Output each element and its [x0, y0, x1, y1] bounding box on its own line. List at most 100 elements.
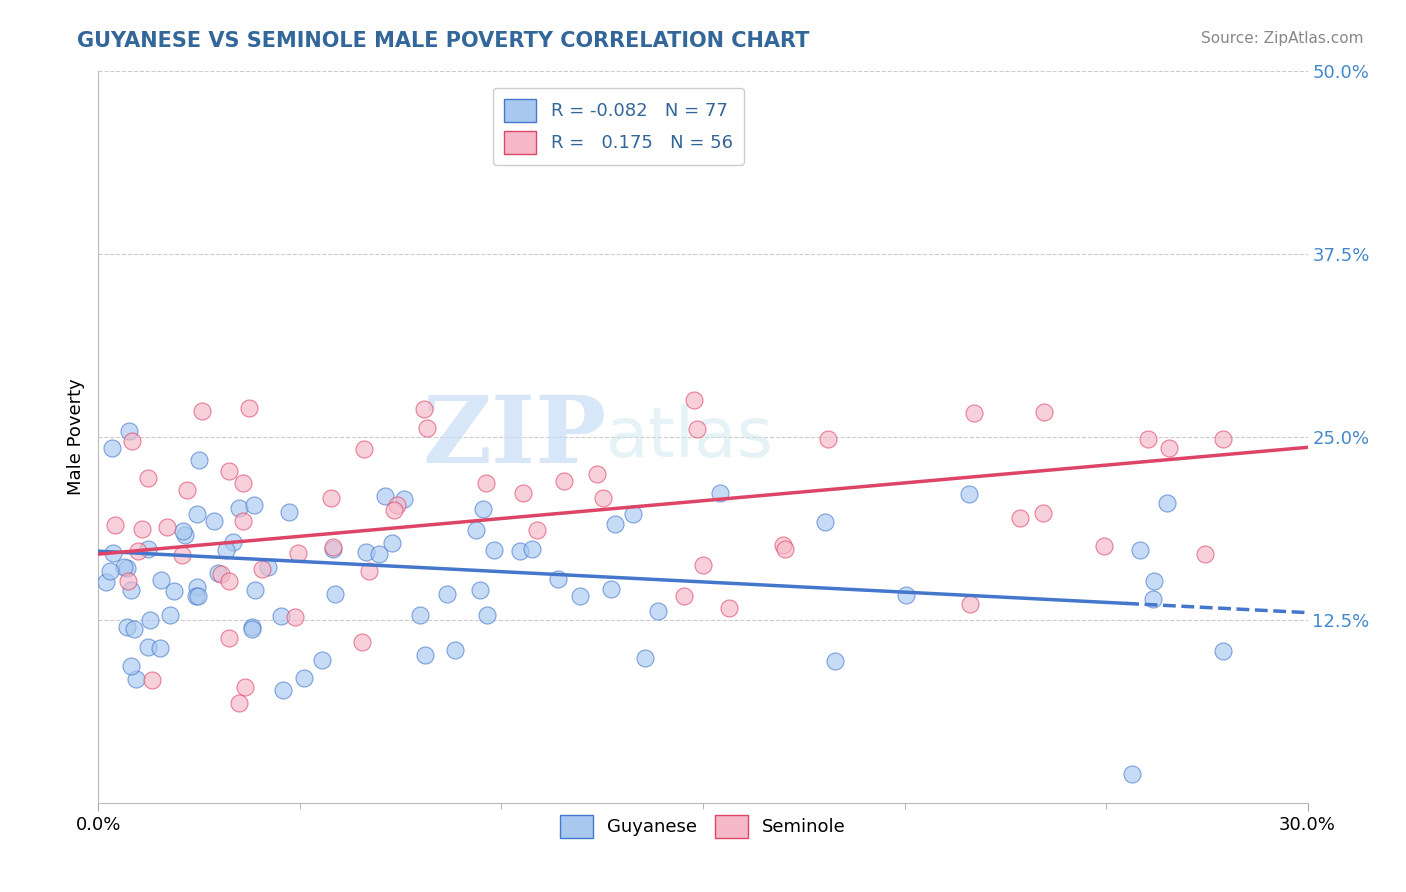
Point [963, 406, 986, 420]
Point [202, 514, 225, 528]
Point [569, 589, 592, 603]
Point [141, 673, 163, 687]
Point [250, 562, 273, 576]
Point [1032, 506, 1054, 520]
Point [243, 498, 266, 512]
Point [149, 641, 172, 656]
Point [257, 560, 280, 574]
Text: GUYANESE VS SEMINOLE MALE POVERTY CORRELATION CHART: GUYANESE VS SEMINOLE MALE POVERTY CORREL… [77, 31, 810, 51]
Point [1212, 644, 1234, 658]
Point [218, 631, 240, 645]
Point [172, 524, 194, 538]
Y-axis label: Male Poverty: Male Poverty [66, 379, 84, 495]
Point [240, 619, 263, 633]
Point [1129, 543, 1152, 558]
Point [368, 547, 391, 561]
Point [215, 543, 238, 558]
Point [101, 546, 124, 560]
Point [136, 640, 159, 654]
Point [186, 580, 208, 594]
Legend: Guyanese, Seminole: Guyanese, Seminole [553, 807, 853, 845]
Point [321, 491, 343, 505]
Point [465, 523, 488, 537]
Point [409, 607, 432, 622]
Point [382, 503, 405, 517]
Point [353, 442, 375, 456]
Point [354, 545, 377, 559]
Point [228, 500, 250, 515]
Point [512, 485, 534, 500]
Point [94, 575, 117, 590]
Point [292, 671, 315, 685]
Point [322, 542, 344, 557]
Point [163, 583, 186, 598]
Point [717, 600, 740, 615]
Point [270, 608, 292, 623]
Point [218, 574, 240, 588]
Point [232, 476, 254, 491]
Point [817, 432, 839, 446]
Point [547, 572, 569, 586]
Point [520, 542, 543, 557]
Point [1156, 495, 1178, 509]
Point [100, 441, 122, 455]
Point [1212, 432, 1234, 446]
Point [174, 528, 197, 542]
Point [394, 491, 416, 506]
Point [773, 541, 796, 556]
Point [672, 589, 695, 603]
Point [322, 540, 344, 554]
Point [959, 597, 981, 611]
Point [115, 561, 138, 575]
Point [187, 589, 209, 603]
Point [156, 520, 179, 534]
Point [1194, 547, 1216, 561]
Point [184, 589, 207, 603]
Point [814, 515, 837, 529]
Point [271, 682, 294, 697]
Point [228, 696, 250, 710]
Point [634, 650, 657, 665]
Point [120, 659, 142, 673]
Point [824, 655, 846, 669]
Point [287, 546, 309, 560]
Point [621, 507, 644, 521]
Text: Source: ZipAtlas.com: Source: ZipAtlas.com [1201, 31, 1364, 46]
Point [1142, 574, 1164, 588]
Point [647, 604, 669, 618]
Point [1142, 592, 1164, 607]
Point [603, 516, 626, 531]
Point [136, 470, 159, 484]
Point [526, 524, 548, 538]
Point [121, 434, 143, 448]
Point [352, 635, 374, 649]
Point [112, 560, 135, 574]
Point [118, 424, 141, 438]
Text: atlas: atlas [606, 403, 775, 471]
Point [413, 648, 436, 663]
Point [1092, 539, 1115, 553]
Point [586, 467, 609, 482]
Point [475, 476, 498, 491]
Point [1010, 511, 1032, 525]
Point [150, 573, 173, 587]
Point [98, 564, 121, 578]
Point [686, 422, 709, 436]
Point [187, 452, 209, 467]
Point [311, 653, 333, 667]
Point [599, 582, 621, 597]
Point [475, 608, 498, 623]
Point [323, 586, 346, 600]
Point [176, 483, 198, 497]
Point [374, 489, 396, 503]
Point [238, 401, 260, 415]
Point [1032, 405, 1054, 419]
Point [692, 558, 714, 573]
Point [127, 543, 149, 558]
Point [120, 582, 142, 597]
Point [509, 543, 531, 558]
Point [191, 404, 214, 418]
Point [138, 542, 160, 557]
Text: ZIP: ZIP [422, 392, 606, 482]
Point [278, 505, 301, 519]
